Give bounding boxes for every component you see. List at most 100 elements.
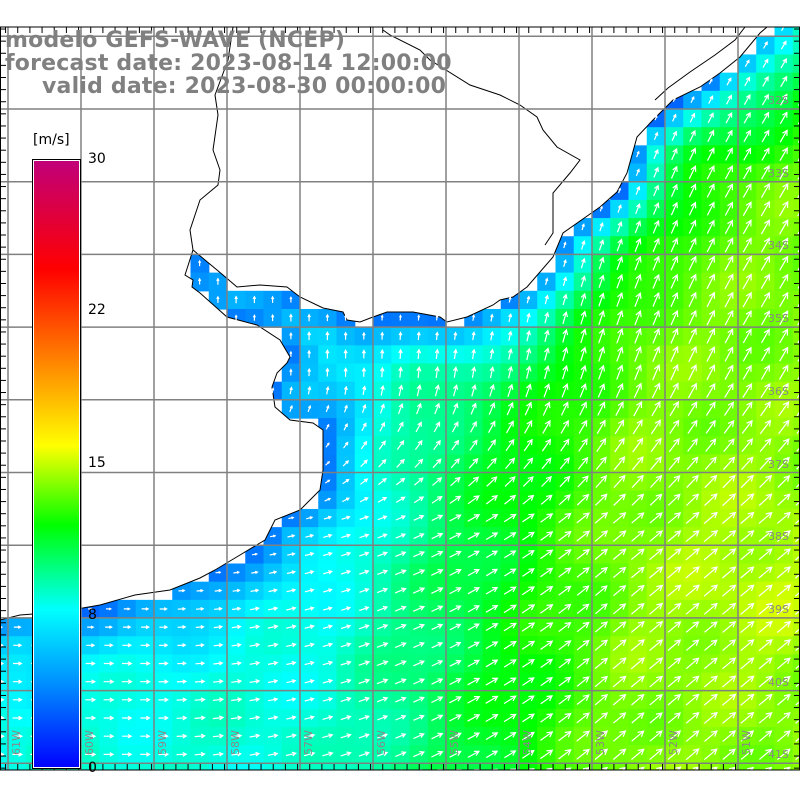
longitude-label: 52W bbox=[667, 730, 680, 755]
wind-arrow bbox=[672, 113, 677, 122]
wind-arrow bbox=[340, 733, 352, 739]
wind-arrow bbox=[630, 657, 646, 670]
wind-arrow bbox=[576, 530, 591, 542]
wind-cell bbox=[792, 327, 800, 346]
wind-cell bbox=[792, 436, 800, 456]
wind-arrow bbox=[0, 497, 5, 502]
wind-arrow bbox=[740, 620, 755, 634]
wind-arrow bbox=[685, 584, 700, 597]
wind-arrow bbox=[742, 364, 752, 380]
wind-arrow bbox=[398, 366, 403, 378]
wind-arrow bbox=[688, 327, 697, 344]
wind-arrow bbox=[467, 641, 480, 649]
wind-cell bbox=[792, 54, 800, 74]
wind-arrow bbox=[322, 660, 334, 666]
wind-arrow bbox=[359, 497, 369, 503]
wind-arrow bbox=[743, 111, 751, 124]
wind-arrow bbox=[431, 514, 444, 522]
wind-arrow bbox=[307, 385, 312, 395]
wind-arrow bbox=[688, 219, 697, 234]
wind-arrow bbox=[612, 639, 627, 652]
wind-arrow bbox=[472, 314, 476, 321]
wind-arrow bbox=[667, 693, 682, 706]
wind-cell bbox=[792, 236, 800, 256]
wind-arrow bbox=[776, 511, 791, 524]
wind-arrow bbox=[539, 622, 554, 632]
wind-arrow bbox=[267, 697, 279, 702]
wind-arrow bbox=[744, 76, 751, 87]
wind-arrow bbox=[595, 603, 608, 615]
wind-arrow bbox=[616, 273, 624, 289]
wind-arrow bbox=[742, 273, 752, 290]
wind-arrow bbox=[343, 441, 349, 449]
wind-arrow bbox=[377, 497, 388, 503]
wind-arrow bbox=[522, 731, 535, 741]
wind-arrow bbox=[158, 643, 169, 648]
wind-arrow bbox=[322, 642, 334, 648]
wind-arrow bbox=[634, 310, 642, 326]
wind-arrow bbox=[795, 609, 800, 615]
wind-arrow bbox=[413, 733, 425, 740]
wind-arrow bbox=[431, 550, 444, 558]
wind-arrow bbox=[449, 696, 462, 704]
wind-arrow bbox=[341, 533, 352, 539]
wind-arrow bbox=[359, 551, 370, 557]
wind-arrow bbox=[650, 456, 662, 471]
wind-arrow bbox=[688, 237, 697, 253]
wind-arrow bbox=[322, 678, 334, 684]
wind-arrow bbox=[488, 402, 496, 415]
wind-arrow bbox=[722, 511, 737, 524]
wind-arrow bbox=[377, 515, 388, 521]
wind-arrow bbox=[104, 643, 114, 648]
wind-cell bbox=[792, 218, 800, 237]
wind-arrow bbox=[740, 657, 755, 670]
wind-cell bbox=[774, 27, 794, 37]
wind-cell bbox=[792, 199, 800, 219]
wind-arrow bbox=[140, 752, 151, 757]
wind-arrow bbox=[467, 659, 480, 668]
wind-arrow bbox=[521, 604, 536, 614]
wind-arrow bbox=[634, 237, 642, 253]
wind-arrow bbox=[616, 364, 624, 380]
wind-arrow bbox=[304, 624, 315, 629]
wind-arrow bbox=[416, 402, 422, 415]
wind-arrow bbox=[685, 548, 700, 561]
wind-arrow bbox=[668, 456, 681, 471]
wind-arrow bbox=[267, 642, 279, 648]
wind-arrow bbox=[85, 679, 97, 684]
wind-cell bbox=[792, 690, 800, 710]
wind-arrow bbox=[706, 364, 716, 381]
wind-arrow bbox=[306, 516, 314, 520]
wind-arrow bbox=[67, 771, 77, 775]
wind-arrow bbox=[740, 639, 755, 652]
wind-arrow bbox=[506, 401, 514, 416]
wind-arrow bbox=[594, 548, 609, 560]
wind-arrow bbox=[724, 364, 734, 380]
wind-arrow bbox=[449, 587, 462, 595]
wind-arrow bbox=[394, 642, 407, 649]
wind-arrow bbox=[594, 730, 609, 742]
wind-arrow bbox=[725, 94, 732, 105]
wind-arrow bbox=[688, 255, 697, 271]
wind-arrow bbox=[0, 733, 5, 739]
wind-arrow bbox=[194, 733, 206, 739]
wind-cell bbox=[792, 27, 800, 37]
wind-arrow bbox=[633, 382, 642, 399]
wind-arrow bbox=[778, 419, 790, 435]
wind-arrow bbox=[741, 438, 754, 452]
wind-arrow bbox=[544, 277, 549, 285]
wind-arrow bbox=[325, 442, 330, 448]
wind-arrow bbox=[598, 274, 605, 288]
wind-arrow bbox=[470, 402, 477, 415]
wind-arrow bbox=[760, 237, 771, 253]
wind-arrow bbox=[544, 364, 550, 380]
wind-arrow bbox=[685, 693, 700, 706]
wind-arrow bbox=[486, 457, 497, 469]
wind-arrow bbox=[231, 751, 242, 757]
wind-arrow bbox=[740, 675, 755, 688]
wind-cell bbox=[774, 763, 794, 770]
wind-arrow bbox=[597, 383, 606, 398]
wind-arrow bbox=[598, 239, 605, 251]
wind-arrow bbox=[525, 383, 532, 398]
wind-arrow bbox=[378, 459, 387, 468]
